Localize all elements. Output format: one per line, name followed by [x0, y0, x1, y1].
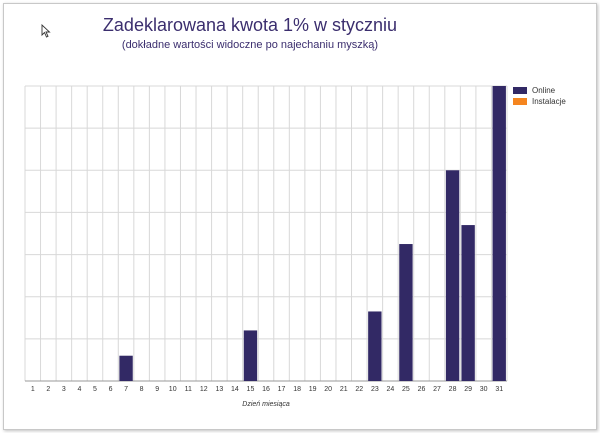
legend-item-instalacje[interactable]: Instalacje — [513, 97, 566, 106]
x-tick-label: 4 — [77, 386, 81, 393]
bar-online-day-7[interactable] — [119, 355, 133, 381]
x-tick-label: 3 — [62, 386, 66, 393]
x-axis-label: Dzień miesiąca — [242, 401, 290, 408]
x-tick-label: 15 — [247, 386, 255, 393]
bar-online-day-23[interactable] — [368, 311, 382, 381]
bar-online-day-15[interactable] — [243, 330, 258, 381]
x-tick-label: 20 — [324, 386, 332, 393]
x-tick-label: 21 — [340, 386, 348, 393]
legend-swatch-instalacje — [513, 98, 527, 105]
bar-online-day-29[interactable] — [461, 225, 475, 381]
x-tick-label: 18 — [293, 386, 301, 393]
x-tick-label: 7 — [124, 386, 128, 393]
arrow-cursor-icon — [41, 24, 51, 38]
x-tick-label: 30 — [480, 386, 488, 393]
x-tick-label: 19 — [309, 386, 317, 393]
x-tick-label: 8 — [140, 386, 144, 393]
x-tick-label: 17 — [278, 386, 286, 393]
x-tick-label: 2 — [46, 386, 50, 393]
legend-label-instalacje: Instalacje — [532, 97, 566, 106]
x-tick-label: 11 — [185, 386, 192, 393]
bar-online-day-25[interactable] — [399, 244, 413, 381]
x-tick-label: 14 — [231, 386, 239, 393]
x-tick-label: 25 — [402, 386, 410, 393]
x-tick-label: 16 — [262, 386, 270, 393]
x-tick-label: 10 — [169, 386, 177, 393]
chart-subtitle: (dokładne wartości widoczne po najechani… — [121, 39, 379, 51]
x-tick-label: 9 — [155, 386, 159, 393]
x-tick-label: 26 — [418, 386, 426, 393]
x-tick-label: 27 — [433, 386, 441, 393]
x-tick-label: 28 — [449, 386, 457, 393]
x-tick-label: 31 — [495, 386, 503, 393]
x-tick-label: 29 — [464, 386, 472, 393]
x-tick-label: 12 — [200, 386, 208, 393]
x-tick-label: 24 — [386, 386, 394, 393]
bar-online-day-28[interactable] — [445, 170, 460, 381]
x-tick-label: 5 — [93, 386, 97, 393]
legend-item-online[interactable]: Online — [513, 86, 555, 95]
bar-online-day-31[interactable] — [492, 86, 506, 381]
x-tick-label: 22 — [355, 386, 363, 393]
chart-title: Zadeklarowana kwota 1% w styczniu — [102, 15, 398, 35]
legend-swatch-online — [513, 87, 527, 94]
legend-label-online: Online — [532, 86, 556, 95]
x-tick-label: 23 — [371, 386, 379, 393]
x-tick-label: 1 — [31, 386, 35, 393]
x-tick-label: 6 — [109, 386, 113, 393]
x-tick-label: 13 — [215, 386, 223, 393]
